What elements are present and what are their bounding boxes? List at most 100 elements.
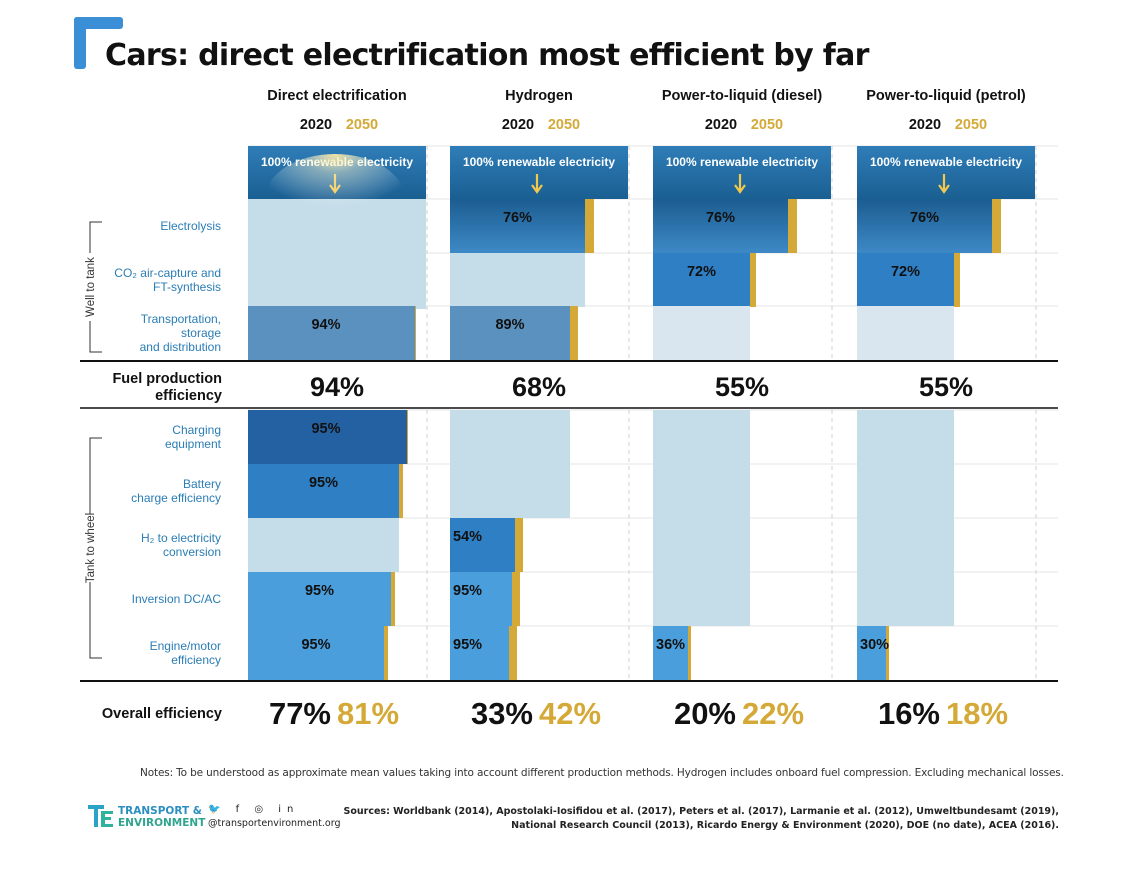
column-header-1: Hydrogen: [505, 88, 573, 104]
passthrough-bar-1-battery: [450, 464, 570, 518]
gain-2050-0-battery: [399, 464, 403, 518]
passthrough-bar-3-transport: [857, 306, 954, 360]
stage-bar-0-transport: [248, 306, 415, 360]
fuel-production-value-3: 55%: [919, 372, 973, 402]
stage-value-0-inversion: 95%: [305, 583, 334, 599]
overall-2020-1: 33%: [471, 696, 533, 731]
org-name: TRANSPORT & ENVIRONMENT: [118, 805, 206, 829]
stage-value-3-co2: 72%: [891, 264, 920, 280]
year-label-2020-1: 2020: [502, 117, 534, 133]
stage-value-3-electrolysis: 76%: [910, 210, 939, 226]
gain-2050-2-electrolysis: [788, 199, 797, 253]
stage-bar-3-engine: [857, 626, 886, 680]
gain-2050-0-engine: [384, 626, 388, 680]
overall-2050-0: 81%: [337, 696, 399, 731]
social-icons[interactable]: 🐦 f ◎ in: [208, 804, 300, 815]
passthrough-bar-3-battery: [857, 464, 954, 518]
gain-2050-1-electrolysis: [585, 199, 594, 253]
source-glow-0: [265, 154, 405, 244]
stage-bar-1-h2: [450, 518, 515, 572]
fuel-production-value-2: 55%: [715, 372, 769, 402]
stage-value-2-co2: 72%: [687, 264, 716, 280]
stage-bar-0-engine: [248, 626, 384, 680]
stage-value-1-electrolysis: 76%: [503, 210, 532, 226]
column-header-0: Direct electrification: [267, 88, 406, 104]
year-label-2020-0: 2020: [300, 117, 332, 133]
source-arrow-head-3: [938, 184, 950, 194]
te-logo-icon: [88, 805, 116, 829]
gain-2050-3-engine: [886, 626, 889, 680]
fuel-production-value-1: 68%: [512, 372, 566, 402]
stage-label-transport-2: and distribution: [140, 340, 221, 354]
gain-2050-0-inversion: [391, 572, 395, 626]
year-label-2020-2: 2020: [705, 117, 737, 133]
stage-label-inversion-0: Inversion DC/AC: [132, 592, 222, 606]
overall-2050-1: 42%: [539, 696, 601, 731]
well-to-tank-label: Well to tank: [85, 257, 97, 317]
stage-value-1-inversion: 95%: [453, 583, 482, 599]
fuel-production-label-1: Fuel production: [112, 371, 222, 387]
stage-bar-1-engine: [450, 626, 509, 680]
source-label-1: 100% renewable electricity: [463, 155, 615, 169]
stage-label-transport-1: storage: [181, 326, 221, 340]
column-header-2: Power-to-liquid (diesel): [662, 88, 822, 104]
passthrough-bar-3-charging: [857, 410, 954, 464]
website-link[interactable]: @transportenvironment.org: [208, 818, 341, 829]
stage-bar-2-co2: [653, 253, 750, 307]
stage-bar-3-electrolysis: [857, 199, 992, 253]
stage-label-h2-0: H₂ to electricity: [141, 531, 221, 545]
brand-corner-mark: [74, 17, 123, 69]
stage-bar-0-battery: [248, 464, 399, 518]
passthrough-bar-2-inversion: [653, 572, 750, 626]
gain-2050-1-engine: [509, 626, 517, 680]
stage-label-co2-1: FT-synthesis: [153, 280, 221, 294]
well-to-tank-bracket-gap: [82, 253, 98, 321]
stage-label-co2-0: CO₂ air-capture and: [114, 266, 221, 280]
column-header-3: Power-to-liquid (petrol): [866, 88, 1026, 104]
stage-bar-2-electrolysis: [653, 199, 788, 253]
stage-value-2-electrolysis: 76%: [706, 210, 735, 226]
passthrough-bar-2-battery: [653, 464, 750, 518]
stage-bar-1-electrolysis: [450, 199, 585, 253]
source-arrow-head-2: [734, 184, 746, 194]
gain-2050-3-electrolysis: [992, 199, 1001, 253]
fuel-production-value-0: 94%: [310, 372, 364, 402]
stage-value-0-charging: 95%: [311, 421, 340, 437]
stage-value-2-engine: 36%: [656, 637, 685, 653]
page-title: Cars: direct electrification most effici…: [105, 38, 869, 73]
stage-bar-1-inversion: [450, 572, 512, 626]
passthrough-bar-3-h2: [857, 518, 954, 572]
year-label-2050-0: 2050: [346, 117, 378, 133]
year-label-2050-3: 2050: [955, 117, 987, 133]
tank-to-wheel-bracket-gap: [82, 514, 98, 582]
overall-efficiency-label: Overall efficiency: [102, 706, 222, 722]
stage-value-1-h2: 54%: [453, 529, 482, 545]
fuel-production-label-2: efficiency: [155, 388, 222, 404]
stage-value-0-transport: 94%: [311, 317, 340, 333]
stage-value-1-transport: 89%: [495, 317, 524, 333]
stage-value-0-engine: 95%: [301, 637, 330, 653]
stage-label-charging-0: Charging: [172, 423, 221, 437]
gain-2050-1-h2: [515, 518, 523, 572]
source-label-2: 100% renewable electricity: [666, 155, 818, 169]
passthrough-bar-2-charging: [653, 410, 750, 464]
year-label-2050-2: 2050: [751, 117, 783, 133]
gain-2050-1-inversion: [512, 572, 520, 626]
stage-value-1-engine: 95%: [453, 637, 482, 653]
passthrough-bar-3-inversion: [857, 572, 954, 626]
sources-text: Sources: Worldbank (2014), Apostolaki-Io…: [344, 805, 1059, 833]
source-label-3: 100% renewable electricity: [870, 155, 1022, 169]
stage-label-engine-0: Engine/motor: [150, 639, 221, 653]
gain-2050-2-co2: [750, 253, 756, 307]
overall-2020-3: 16%: [878, 696, 940, 731]
stage-bar-2-engine: [653, 626, 688, 680]
stage-bar-0-inversion: [248, 572, 391, 626]
stage-label-electrolysis-0: Electrolysis: [160, 219, 221, 233]
passthrough-bar-1-co2: [450, 253, 585, 307]
gain-2050-1-transport: [570, 306, 578, 360]
stage-label-engine-1: efficiency: [171, 653, 221, 667]
passthrough-bar-1-charging: [450, 410, 570, 464]
passthrough-bar-2-h2: [653, 518, 750, 572]
stage-label-h2-1: conversion: [163, 545, 221, 559]
